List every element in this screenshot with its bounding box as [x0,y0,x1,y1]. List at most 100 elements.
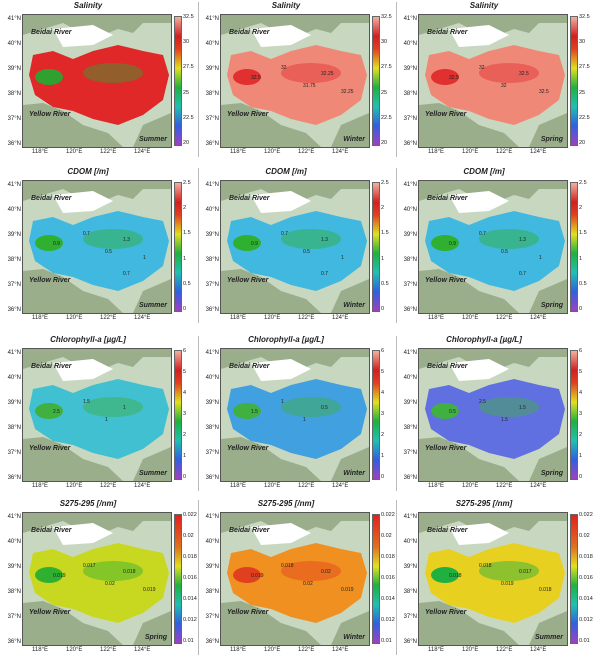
lat-label: 37°N [7,450,21,456]
sea-surface-field [227,45,367,125]
lon-label: 120°E [264,315,281,321]
panel-title: CDOM [/m] [265,167,307,176]
no-data-area [251,359,311,381]
contour-label: 0.5 [449,409,456,415]
contour-label: 0.5 [321,405,328,411]
lat-label: 38°N [205,91,219,97]
lat-label: 37°N [403,282,417,288]
lat-label: 37°N [403,614,417,620]
lon-label: 122°E [100,647,117,653]
colorbar-tick: 1 [183,453,187,459]
colorbar [174,514,182,644]
lon-label: 124°E [332,149,349,155]
colorbar-tick: 1 [183,255,187,262]
map-area: Beidai River Yellow River 0.019 0.017 0.02 0.… [22,512,172,646]
north-river-label: Beidai River [31,527,72,534]
colorbar [570,350,578,480]
panel-title: Chlorophyll-a [µg/L] [446,335,522,344]
lon-label: 122°E [298,647,315,653]
no-data-area [449,523,509,545]
contour-label: 32.5 [519,71,529,77]
colorbar-tick: 22.5 [579,114,590,121]
contour-label: 0.02 [303,581,313,587]
colorbar [372,350,380,480]
colorbar-tick: 0.014 [381,596,395,602]
contour-label: 32.5 [539,89,549,95]
lat-label: 36°N [205,639,219,645]
colorbar-tick: 30 [579,39,586,46]
contour-label: 0.017 [519,569,532,575]
lon-label: 118°E [428,483,444,489]
contour-label: 32.25 [321,71,334,77]
colorbar-tick: 20 [381,140,388,146]
colorbar-tick: 32.5 [381,14,392,20]
south-river-label: Yellow River [227,445,269,452]
colorbar-tick: 0.012 [579,617,593,623]
colorbar-tick: 1.5 [381,230,389,237]
colorbar-tick: 0.014 [579,596,593,602]
colorbar-tick: 0 [183,306,187,312]
colorbar-tick: 3 [381,411,385,417]
lat-label: 37°N [205,116,219,122]
lat-label: 36°N [205,141,219,147]
hotspot [83,397,143,417]
lat-label: 40°N [7,41,21,47]
panel-separator [396,168,397,323]
colorbar-tick: 30 [183,39,190,46]
season-label: Winter [343,634,365,641]
hotspot [281,63,341,83]
hotspot [281,229,341,249]
lat-label: 41°N [403,182,417,188]
map-area: Beidai River Yellow River 0.9 0.7 0.5 1.3 1 0.7… [418,180,568,314]
contour-label: 1.5 [519,405,526,411]
lat-label: 39°N [7,66,21,72]
lon-label: 122°E [298,315,315,321]
lat-label: 40°N [205,539,219,545]
lat-label: 39°N [7,400,21,406]
hotspot [233,69,261,85]
colorbar-tick: 2 [579,432,583,438]
colorbar-tick: 0.016 [183,575,197,581]
colorbar-tick: 4 [183,390,187,396]
lon-label: 122°E [100,149,117,155]
colorbar-tick: 0.02 [381,533,392,539]
contour-label: 1.5 [251,409,258,415]
north-river-label: Beidai River [427,29,468,36]
lat-label: 36°N [403,307,417,313]
colorbar-tick: 27.5 [381,64,392,71]
no-data-area [449,191,509,213]
lon-label: 118°E [428,315,444,321]
south-river-label: Yellow River [425,111,467,118]
colorbar-tick: 0.02 [579,533,590,539]
season-label: Summer [534,634,563,641]
map-area: Beidai River Yellow River 0.019 0.018 0.02 0.… [220,512,370,646]
lon-label: 124°E [530,647,547,653]
lat-label: 37°N [403,450,417,456]
north-river-label: Beidai River [229,363,270,370]
colorbar-tick: 0.016 [381,575,395,581]
contour-label: 32 [281,65,287,71]
lon-label: 124°E [530,315,547,321]
land-area [419,15,567,147]
lat-label: 39°N [205,400,219,406]
panel-title: S275-295 [/nm] [455,499,513,508]
colorbar-tick: 25 [579,89,586,96]
hotspot [431,235,459,251]
map-panel: Chlorophyll-a [µg/L] 41°N 40°N 39°N 38°N 37°N… [2,335,198,494]
lat-label: 40°N [403,539,417,545]
no-data-area [53,359,113,381]
colorbar-tick: 0.012 [183,617,197,623]
contour-label: 0.018 [281,563,294,569]
contour-label: 2.5 [53,409,60,415]
contour-label: 0.018 [123,569,136,575]
lat-label: 41°N [403,514,417,520]
lon-label: 124°E [332,647,349,653]
lat-label: 38°N [205,257,219,263]
contour-label: 32.25 [341,89,354,95]
lon-label: 118°E [428,647,444,653]
contour-label: 1.3 [519,237,526,243]
sea-surface-field [425,543,565,623]
hotspot [35,235,63,251]
contour-label: 0.02 [105,581,115,587]
hotspot [479,561,539,581]
